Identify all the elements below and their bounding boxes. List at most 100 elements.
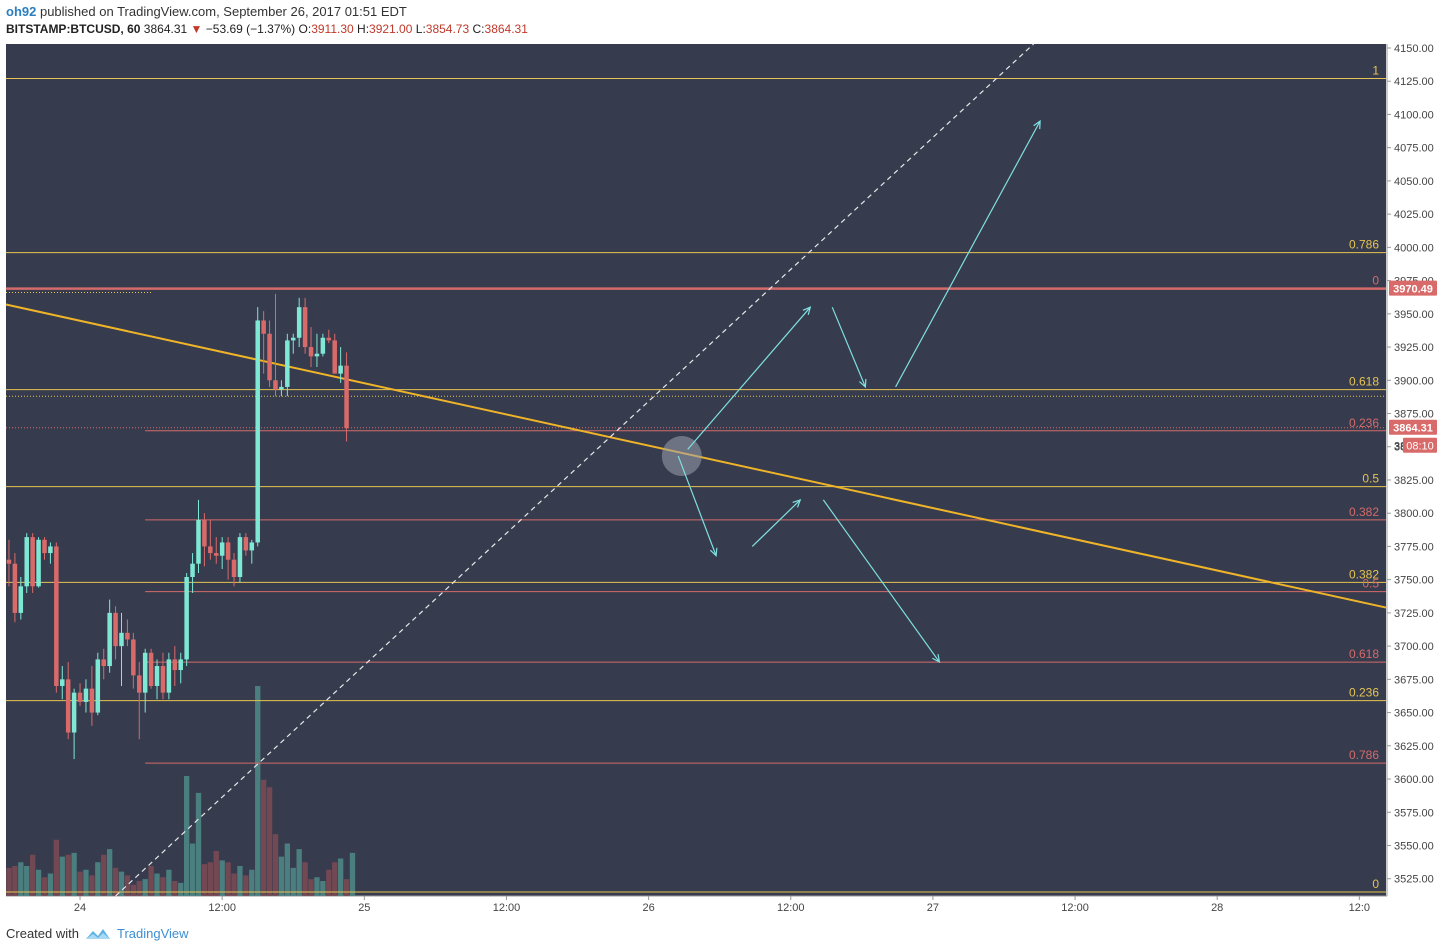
volume-bar (278, 856, 285, 896)
volume-bar (166, 869, 172, 896)
volume-bar (284, 843, 290, 896)
candle-body (338, 365, 343, 374)
x-tick-label: 25 (358, 902, 370, 914)
fib-red-label: 0.5 (1362, 577, 1379, 591)
candle-body (214, 553, 219, 556)
publish-header: oh92 published on TradingView.com, Septe… (6, 4, 407, 19)
volume-bar (118, 871, 125, 896)
volume-bar (154, 873, 160, 896)
candle-body (267, 333, 272, 381)
volume-bar (272, 834, 279, 896)
volume-bar (213, 851, 219, 896)
candle-body (261, 320, 266, 334)
tradingview-link[interactable]: TradingView (116, 926, 189, 941)
candle-body (291, 337, 296, 341)
candle-body (12, 563, 18, 613)
candle-body (107, 612, 112, 667)
arrow-line (677, 455, 717, 556)
candle-body (225, 542, 231, 560)
price-axis[interactable] (1387, 42, 1445, 898)
volume-bar (136, 881, 142, 896)
candle-body (314, 353, 320, 357)
x-tick-label: 12:00 (777, 902, 805, 914)
volume-bar (6, 867, 12, 896)
candle-body (89, 688, 95, 713)
y-tick-label: 3825.00 (1394, 475, 1434, 487)
volume-bar (255, 686, 261, 896)
symbol-header: BITSTAMP:BTCUSD, 60 3864.31 ▼ −53.69 (−1… (6, 22, 528, 36)
volume-bar (225, 862, 231, 896)
dashed-trend-line (115, 43, 1035, 897)
volume-bar (83, 869, 89, 896)
volume-bar (337, 858, 344, 896)
volume-bar (249, 869, 255, 896)
candle-body (30, 537, 35, 587)
candle-body (166, 659, 172, 693)
last-price: 3864.31 (143, 22, 188, 36)
candle-body (154, 666, 160, 686)
volume-bar (124, 875, 131, 896)
last-price-tag-label: 3864.31 (1393, 423, 1433, 435)
y-tick-label: 4100.00 (1394, 109, 1434, 121)
volume-bar (130, 884, 137, 896)
candle-body (101, 659, 106, 667)
fib-red-label: 0 (1372, 274, 1379, 288)
volume-bar (101, 854, 107, 896)
footer: Created with TradingView (6, 926, 189, 941)
open-label: O: (298, 22, 312, 36)
fib-red-label: 0.236 (1349, 416, 1379, 430)
candle-body (190, 563, 195, 577)
y-tick-label: 3625.00 (1394, 741, 1434, 753)
volume-bar (296, 849, 302, 896)
tradingview-logo-icon[interactable] (85, 927, 111, 941)
price-chart[interactable]: 10.7860.6180.50.3820.236000.2360.3820.50… (0, 42, 1445, 920)
volume-bar (112, 867, 119, 896)
y-tick-label: 3950.00 (1394, 309, 1434, 321)
candle-body (249, 542, 255, 551)
candle-body (160, 666, 166, 693)
last-price-tag-bg (1389, 419, 1437, 435)
x-tick-label: 26 (642, 902, 654, 914)
candle-body (344, 365, 349, 429)
fib-red-label: 0.382 (1349, 505, 1379, 519)
candle-body (54, 546, 59, 686)
open-value: 3911.30 (311, 22, 354, 36)
candle-body (172, 659, 178, 671)
candle-body (36, 539, 41, 587)
volume-bar (24, 866, 30, 896)
candle-body (184, 576, 189, 660)
arrow-line (751, 499, 801, 547)
arrow-line (687, 306, 811, 450)
volume-bar (349, 852, 356, 896)
volume-bar (332, 862, 338, 896)
candle-body (125, 632, 130, 640)
volume-bar (195, 792, 202, 896)
candle-body (332, 340, 337, 374)
fib-yellow-label: 0 (1372, 877, 1379, 891)
fib-yellow-label: 0.786 (1349, 238, 1379, 252)
candle-body (231, 559, 237, 577)
arrow-head (792, 498, 802, 508)
candle-body (6, 559, 12, 564)
volume-bar (148, 866, 154, 896)
volume-bar (95, 862, 101, 896)
volume-bar (18, 862, 24, 896)
y-tick-label: 3875.00 (1394, 409, 1434, 421)
y-tick-label: 4150.00 (1394, 43, 1434, 55)
volume-bar (266, 787, 273, 896)
x-axis-ticks: 24 12:00 25 12:00 26 12:00 27 12:00 28 12:0 (74, 896, 1370, 914)
candle-body (285, 340, 290, 387)
volume-bar (207, 862, 213, 896)
x-tick-label: 12:00 (208, 902, 236, 914)
drawings (5, 43, 1387, 897)
volume-bar (29, 854, 36, 896)
volume-bar (183, 776, 190, 896)
fib-yellow-label: 0.5 (1362, 472, 1379, 486)
volume-bar (260, 779, 267, 896)
y-tick-label: 3800.00 (1394, 508, 1434, 520)
volume-bars (6, 686, 356, 896)
y-tick-label: 3550.00 (1394, 840, 1434, 852)
author-name[interactable]: oh92 (6, 4, 37, 19)
candle-body (24, 537, 29, 587)
